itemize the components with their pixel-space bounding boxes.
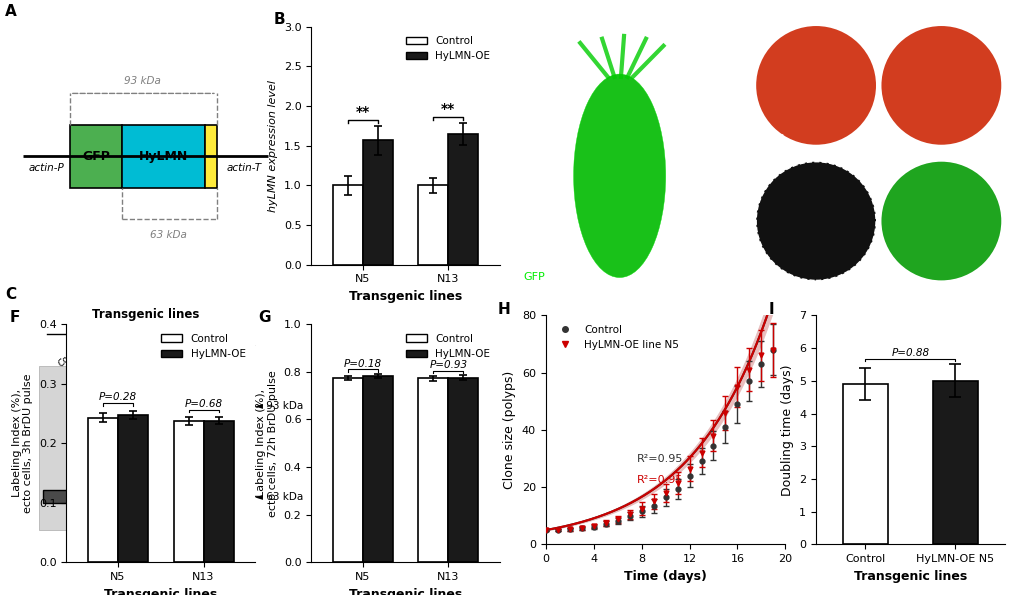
Ellipse shape [755, 26, 875, 145]
Bar [204, 421, 233, 562]
Text: R²=0.95: R²=0.95 [636, 475, 683, 484]
Y-axis label: hyLMN expression level: hyLMN expression level [268, 80, 278, 212]
Text: actin-T: actin-T [226, 163, 262, 173]
Bar [117, 415, 148, 562]
Ellipse shape [573, 74, 665, 277]
Y-axis label: Labeling Index (%),
ecto cells, 3h BrDU pulse: Labeling Index (%), ecto cells, 3h BrDU … [11, 374, 34, 513]
FancyBboxPatch shape [70, 125, 122, 187]
Y-axis label: Doubling time (days): Doubling time (days) [780, 364, 793, 496]
Bar [88, 418, 117, 562]
Text: P=0.68: P=0.68 [184, 399, 222, 409]
FancyBboxPatch shape [200, 490, 226, 503]
Text: N5: N5 [81, 328, 96, 337]
Text: P=0.88: P=0.88 [891, 348, 928, 358]
Legend: Control, HyLMN-OE: Control, HyLMN-OE [401, 330, 494, 363]
FancyBboxPatch shape [43, 490, 68, 503]
Bar [418, 186, 448, 265]
FancyBboxPatch shape [194, 399, 232, 412]
Text: ◄ 93 kDa: ◄ 93 kDa [255, 400, 303, 411]
Text: **: ** [441, 102, 455, 115]
X-axis label: Transgenic lines: Transgenic lines [348, 290, 462, 303]
Text: HyLMN-OE N5: HyLMN-OE N5 [902, 17, 979, 27]
Text: **: ** [355, 105, 369, 119]
Text: E: E [745, 17, 755, 33]
Text: R²=0.95: R²=0.95 [636, 454, 683, 464]
Text: HyLMN: HyLMN [139, 150, 187, 163]
Bar [332, 378, 362, 562]
Text: P=0.18: P=0.18 [343, 359, 381, 369]
X-axis label: Time (days): Time (days) [624, 569, 706, 583]
Ellipse shape [880, 162, 1001, 280]
Y-axis label: Labeling Index (%),
ecto cells, 72h BrDU pulse: Labeling Index (%), ecto cells, 72h BrDU… [256, 370, 278, 516]
FancyBboxPatch shape [153, 366, 252, 530]
Text: N13: N13 [192, 328, 214, 337]
Text: 93 kDa: 93 kDa [124, 76, 161, 86]
Text: ◄ 63 kDa: ◄ 63 kDa [255, 491, 303, 502]
Text: HyLMN-OE: HyLMN-OE [218, 339, 258, 378]
Bar [418, 378, 448, 562]
Bar [173, 421, 204, 562]
Ellipse shape [880, 26, 1001, 145]
Text: F: F [10, 310, 20, 325]
Y-axis label: Clone size (polyps): Clone size (polyps) [502, 371, 516, 489]
Bar [842, 384, 887, 544]
Text: GFP: GFP [82, 150, 110, 163]
Text: A: A [5, 4, 16, 20]
Text: Control: Control [171, 339, 201, 368]
Text: G: G [258, 310, 270, 325]
Bar [448, 378, 478, 562]
Text: P=0.93: P=0.93 [429, 360, 467, 370]
Text: GFP: GFP [747, 270, 767, 280]
X-axis label: Transgenic lines: Transgenic lines [853, 569, 966, 583]
Text: HyLMN-OE line N5: HyLMN-OE line N5 [569, 20, 669, 30]
Text: H: H [497, 302, 511, 317]
Text: P=0.28: P=0.28 [99, 392, 137, 402]
Text: HyLMN: HyLMN [747, 134, 784, 144]
Text: B: B [273, 12, 284, 27]
Text: Transgenic lines: Transgenic lines [92, 308, 199, 321]
Text: 63 kDa: 63 kDa [150, 230, 187, 240]
Text: C: C [5, 287, 16, 302]
X-axis label: Transgenic lines: Transgenic lines [348, 587, 462, 595]
Text: Control: Control [798, 17, 838, 27]
FancyBboxPatch shape [157, 490, 182, 503]
FancyBboxPatch shape [86, 490, 111, 503]
Text: actin-P: actin-P [29, 163, 64, 173]
Text: Control: Control [57, 339, 87, 368]
Legend: Control, HyLMN-OE line N5: Control, HyLMN-OE line N5 [550, 321, 683, 354]
Bar [448, 134, 478, 265]
Bar [362, 376, 392, 562]
FancyBboxPatch shape [122, 125, 205, 187]
Legend: Control, HyLMN-OE: Control, HyLMN-OE [157, 330, 250, 363]
Bar [332, 186, 362, 265]
Text: I: I [768, 302, 773, 317]
Ellipse shape [755, 162, 875, 280]
Text: D: D [514, 20, 527, 35]
Legend: Control, HyLMN-OE: Control, HyLMN-OE [401, 32, 494, 65]
Bar [932, 381, 977, 544]
X-axis label: Transgenic lines: Transgenic lines [104, 587, 217, 595]
Bar [362, 140, 392, 265]
FancyBboxPatch shape [39, 366, 138, 530]
Text: HyLMN-OE: HyLMN-OE [104, 339, 144, 378]
Text: GFP: GFP [523, 273, 544, 283]
FancyBboxPatch shape [78, 399, 118, 412]
FancyBboxPatch shape [205, 125, 217, 187]
